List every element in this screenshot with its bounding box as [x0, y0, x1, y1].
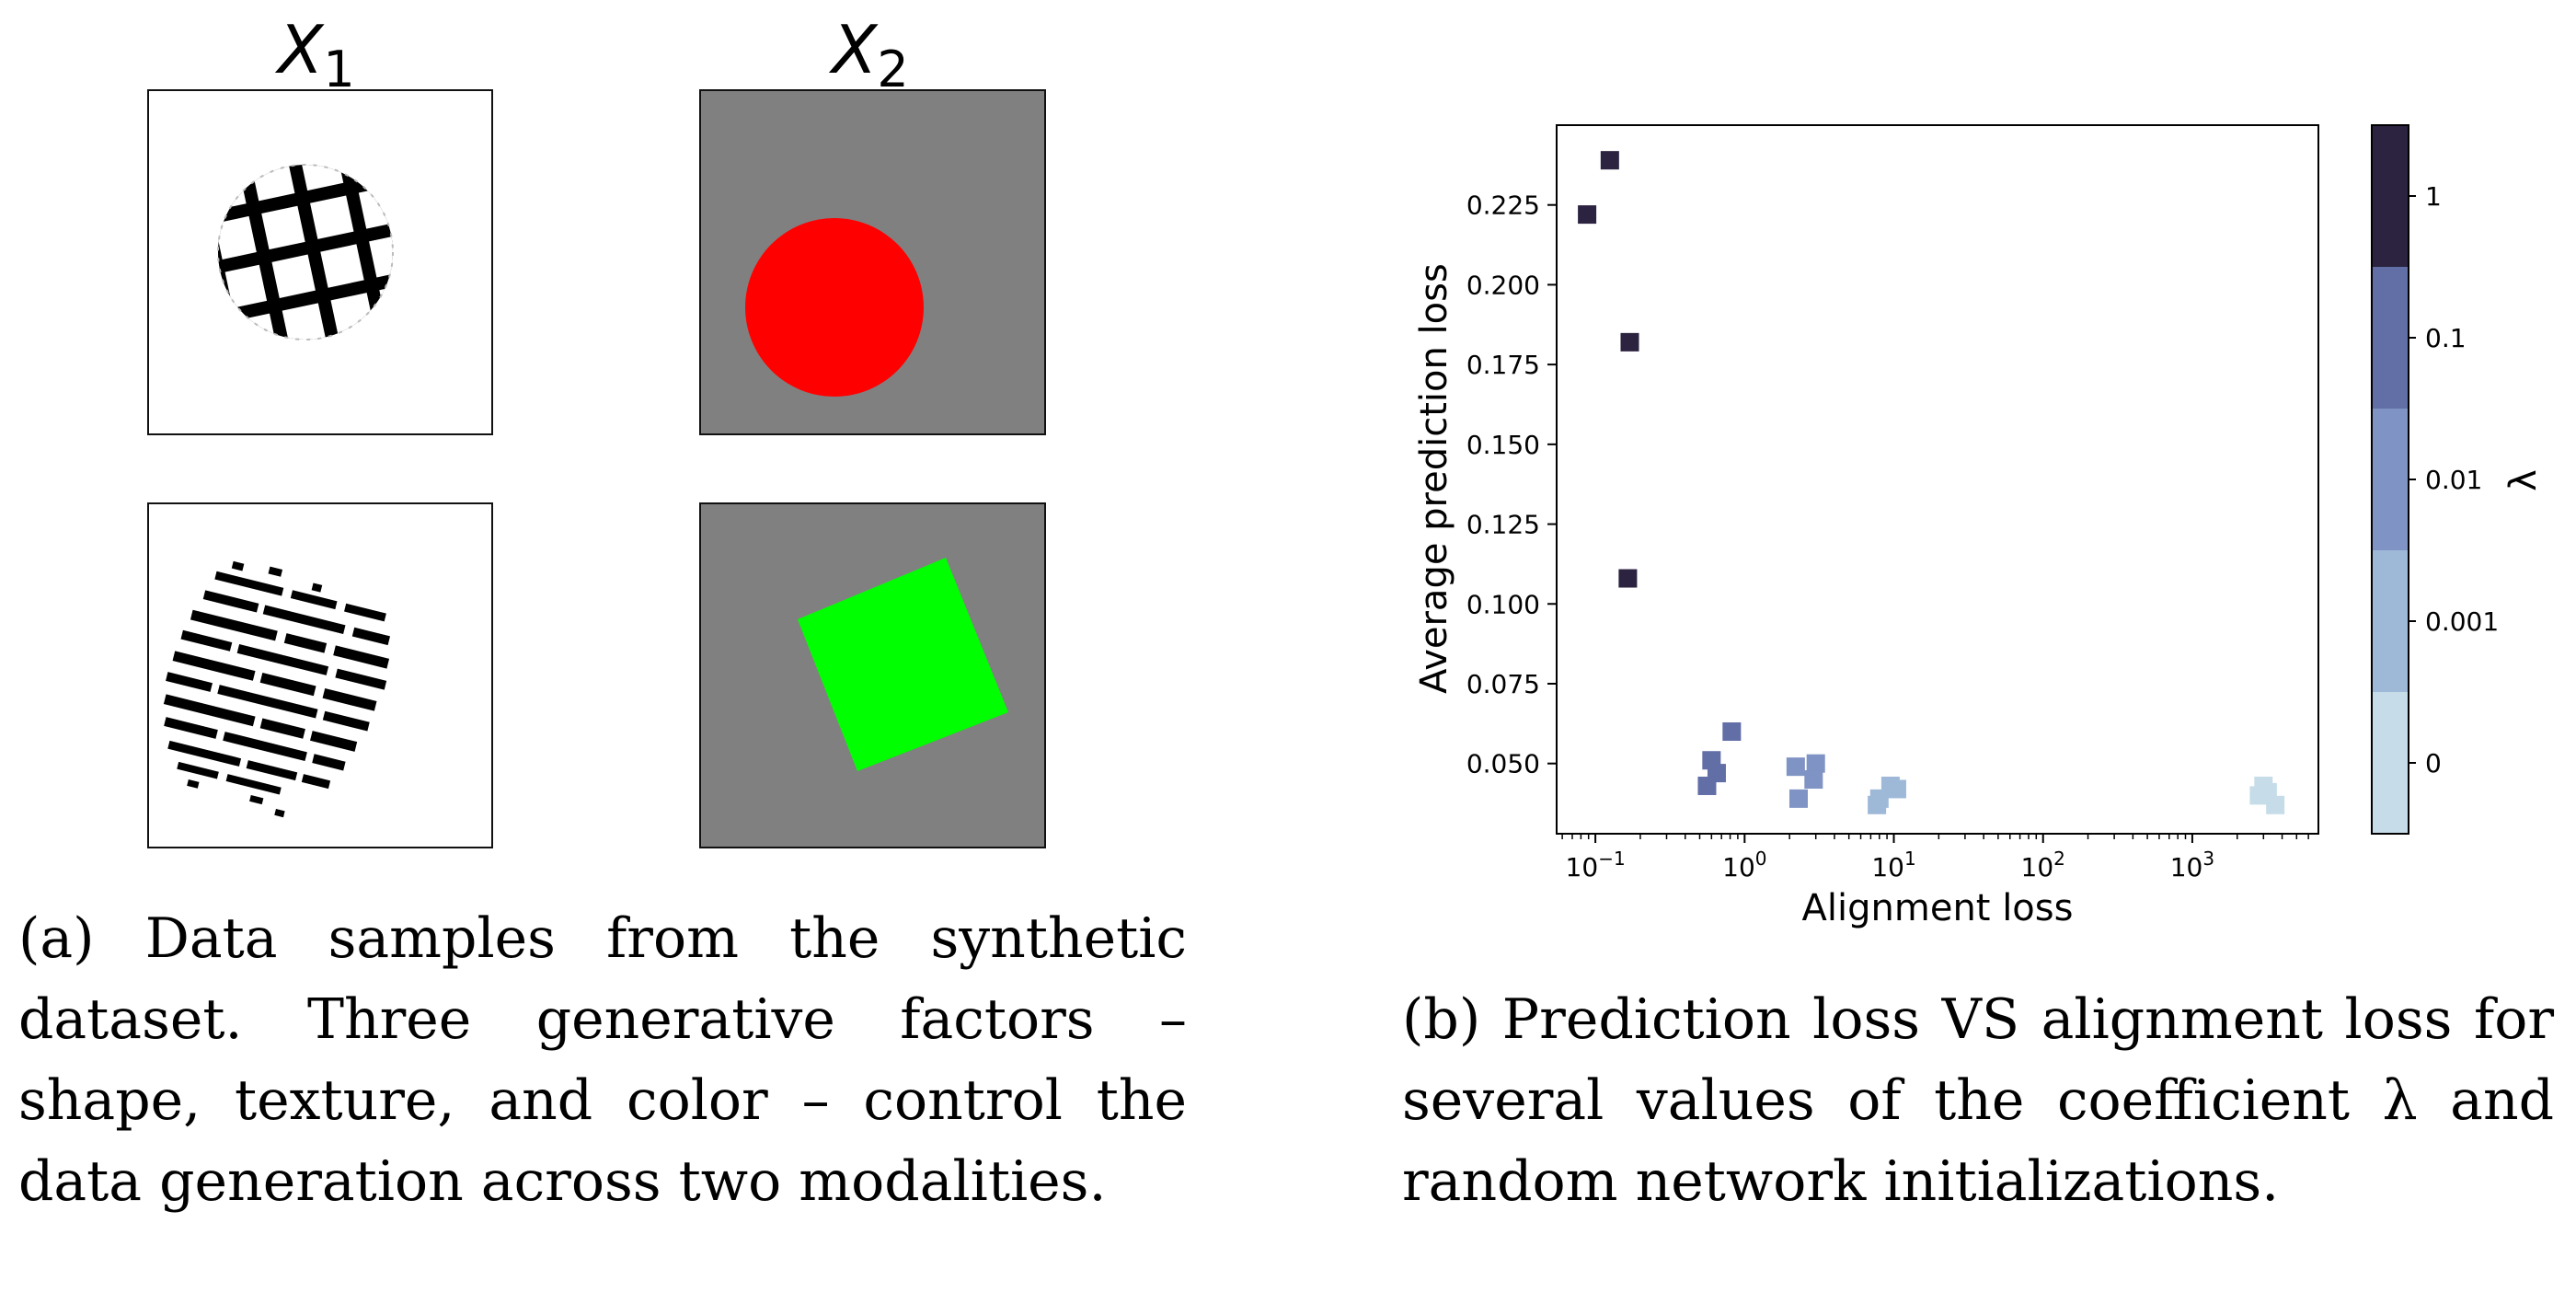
- data-point-lambda-0.01: [1806, 754, 1825, 773]
- y-axis-label: Average prediction loss: [1413, 263, 1455, 694]
- colorbar-segment: [2372, 692, 2409, 834]
- y-tick-label: 0.200: [1466, 270, 1540, 300]
- x-axis-label: Alignment loss: [1802, 887, 2074, 929]
- x2-green-square-image: [798, 558, 1008, 771]
- x2-column-header: X2: [832, 17, 909, 95]
- scatter-chart: 0.050 0.075 0.100 0.125 0.150 0.175 0.200 0.225…: [1413, 124, 2545, 929]
- caption-b-line: random network initializations.: [1402, 1149, 2280, 1214]
- x1-sample-circle-texture: [147, 89, 493, 435]
- colorbar-tick-label: 0.1: [2425, 323, 2467, 353]
- y-tick-label: 0.125: [1466, 510, 1540, 540]
- colorbar-segment: [2372, 125, 2409, 267]
- data-point-lambda-0.001: [1868, 795, 1887, 814]
- x1-column-header: X1: [278, 17, 355, 95]
- colorbar-tick-label: 1: [2425, 181, 2442, 212]
- colorbar-segment: [2372, 409, 2409, 550]
- x1-square-texture-image: [163, 560, 391, 818]
- x2-red-circle-image: [745, 218, 924, 397]
- colorbar-tick-label: 0: [2425, 748, 2442, 779]
- y-tick-label: 0.075: [1466, 669, 1540, 699]
- data-point-lambda-1: [1620, 332, 1639, 352]
- caption-a-line: (a) Data samples from the synthetic: [18, 906, 1187, 971]
- x1-sample-square-texture: [147, 502, 493, 848]
- data-point-lambda-0.1: [1697, 776, 1717, 795]
- plot-area-frame: [1556, 124, 2319, 835]
- data-point-lambda-0.01: [1804, 770, 1823, 790]
- caption-a-line: data generation across two modalities.: [18, 1149, 1107, 1214]
- caption-a-line: dataset. Three generative factors –: [18, 987, 1187, 1052]
- y-tick-label: 0.100: [1466, 589, 1540, 619]
- x-tick-label: 10−1: [1566, 848, 1626, 882]
- data-point-lambda-1: [1618, 569, 1638, 588]
- y-tick-label: 0.175: [1466, 350, 1540, 380]
- caption-b-line: (b) Prediction loss VS alignment loss fo…: [1402, 987, 2554, 1052]
- data-point-lambda-1: [1578, 205, 1597, 225]
- y-tick-label: 0.225: [1466, 190, 1540, 221]
- x1-circle-texture-image: [217, 164, 394, 340]
- x-tick-label: 103: [2170, 848, 2214, 882]
- caption-b: (b) Prediction loss VS alignment loss fo…: [1402, 979, 2554, 1222]
- x2-header-base: X: [832, 11, 878, 88]
- caption-b-line: several values of the coefficient λ and: [1402, 1068, 2554, 1133]
- x1-header-sub: 1: [323, 40, 355, 99]
- data-point-lambda-0.01: [1786, 757, 1805, 777]
- x1-header-base: X: [278, 11, 324, 88]
- x2-sample-green-square: [699, 502, 1046, 848]
- x-tick-label: 101: [1871, 848, 1915, 882]
- colorbar-label: λ: [2502, 469, 2545, 491]
- data-point-lambda-1: [1600, 151, 1619, 170]
- colorbar-segment: [2372, 550, 2409, 692]
- colorbar-tick-label: 0.01: [2425, 465, 2482, 495]
- colorbar-segment: [2372, 267, 2409, 409]
- colorbar-tick-label: 0.001: [2425, 606, 2499, 637]
- x-tick-label: 100: [1722, 848, 1766, 882]
- x2-sample-red-circle: [699, 89, 1046, 435]
- caption-a: (a) Data samples from the synthetic data…: [18, 898, 1187, 1222]
- y-tick-label: 0.050: [1466, 749, 1540, 779]
- data-point-lambda-0.01: [1788, 789, 1808, 808]
- x-tick-label: 102: [2021, 848, 2065, 882]
- y-tick-label: 0.150: [1466, 430, 1540, 460]
- data-point-lambda-0.1: [1722, 722, 1742, 742]
- x2-header-sub: 2: [877, 40, 909, 99]
- caption-a-line: shape, texture, and color – control the: [18, 1068, 1187, 1133]
- data-point-lambda-0.001: [1887, 779, 1906, 799]
- colorbar-frame: [2371, 124, 2409, 835]
- data-point-lambda-0: [2266, 795, 2285, 814]
